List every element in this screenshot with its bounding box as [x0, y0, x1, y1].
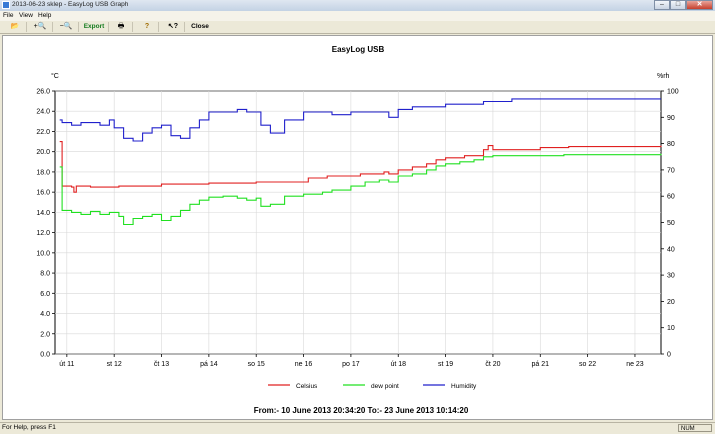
left-tick-label: 26.0	[36, 89, 50, 96]
zoom-out-button[interactable]: −🔍	[54, 22, 79, 32]
left-tick-label: 20.0	[36, 149, 50, 156]
right-tick-label: 80	[667, 141, 675, 148]
menu-help[interactable]: Help	[38, 12, 52, 19]
window-title: 2013-06-23 sklep - EasyLog USB Graph	[12, 1, 129, 8]
right-tick-label: 40	[667, 246, 675, 253]
print-button[interactable]: 🖶	[110, 22, 133, 32]
status-help-text: For Help, press F1	[2, 424, 56, 431]
whats-this-button[interactable]: ↖?	[162, 22, 185, 32]
right-tick-label: 10	[667, 325, 675, 332]
left-tick-label: 8.0	[40, 271, 50, 278]
context-help-icon: ↖?	[167, 23, 179, 30]
left-tick-label: 0.0	[40, 352, 50, 359]
zoom-out-icon: −🔍	[59, 23, 73, 30]
x-tick-label: út 11	[59, 361, 74, 368]
legend-label: Celsius	[296, 383, 318, 390]
printer-icon: 🖶	[117, 23, 125, 30]
help-icon: ?	[144, 23, 150, 30]
series-line-humidity	[59, 98, 661, 142]
chart: EasyLog USB 0.0 2.0 4.0 6.0 8.0 10.0 12.0 14.0 1…	[36, 45, 678, 415]
right-tick-label: 90	[667, 115, 675, 122]
close-window-button[interactable]: ✕	[686, 0, 713, 10]
open-button[interactable]: 📂	[4, 22, 27, 32]
left-tick-label: 6.0	[40, 291, 50, 298]
help-button[interactable]: ?	[136, 22, 159, 32]
right-tick-label: 60	[667, 194, 675, 201]
left-tick-label: 22.0	[36, 129, 50, 136]
export-button[interactable]: Export	[80, 22, 109, 32]
left-tick-label: 24.0	[36, 109, 50, 116]
axis-ticks: 0.0 2.0 4.0 6.0 8.0 10.0 12.0 14.0 16.0 18.0 20.0 2…	[36, 89, 678, 369]
legend-label: dew point	[371, 383, 399, 390]
series-line-celsius	[59, 141, 662, 193]
menu-view[interactable]: View	[19, 12, 33, 19]
x-tick-label: út 18	[390, 361, 406, 368]
close-graph-button[interactable]: Close	[191, 23, 209, 30]
status-bar: For Help, press F1 NUM	[0, 422, 715, 434]
right-tick-label: 20	[667, 299, 675, 306]
plot-frame	[54, 90, 662, 355]
x-tick-label: pá 21	[532, 361, 550, 368]
x-tick-label: ne 16	[295, 361, 313, 368]
zoom-in-icon: +🔍	[33, 23, 47, 30]
legend: Celsius dew point Humidity	[268, 383, 477, 390]
right-tick-label: 100	[667, 89, 679, 96]
right-tick-label: 70	[667, 167, 675, 174]
series-lines	[59, 98, 662, 226]
grid	[55, 90, 661, 355]
legend-label: Humidity	[451, 383, 477, 390]
left-axis-unit: °C	[51, 72, 59, 80]
x-tick-label: st 19	[438, 361, 453, 368]
right-tick-label: 50	[667, 220, 675, 227]
chart-title: EasyLog USB	[332, 45, 385, 54]
series-line-dew-point	[59, 153, 662, 226]
left-tick-label: 14.0	[36, 210, 50, 217]
x-tick-label: pá 14	[200, 361, 218, 368]
left-tick-label: 16.0	[36, 190, 50, 197]
left-tick-label: 4.0	[40, 311, 50, 318]
x-tick-label: ne 23	[626, 361, 644, 368]
left-tick-label: 2.0	[40, 331, 50, 338]
x-tick-label: čt 20	[485, 361, 500, 368]
menu-bar: File View Help	[0, 11, 715, 21]
x-tick-label: čt 13	[154, 361, 169, 368]
x-tick-label: so 22	[579, 361, 596, 368]
left-tick-label: 10.0	[36, 250, 50, 257]
maximize-button[interactable]: □	[670, 0, 686, 10]
right-tick-label: 30	[667, 273, 675, 280]
num-lock-indicator: NUM	[678, 424, 712, 432]
date-range-text: From:- 10 June 2013 20:34:20 To:- 23 Jun…	[254, 406, 469, 415]
folder-open-icon: 📂	[10, 23, 20, 30]
graph-panel: EasyLog USB 0.0 2.0 4.0 6.0 8.0 10.0 12.0 14.0 1…	[2, 35, 713, 420]
left-tick-label: 12.0	[36, 230, 50, 237]
right-tick-label: 0	[667, 352, 671, 359]
toolbar: 📂 +🔍 −🔍 Export 🖶 ? ↖? Close	[0, 21, 715, 34]
zoom-in-button[interactable]: +🔍	[28, 22, 53, 32]
x-tick-label: po 17	[342, 361, 360, 368]
x-tick-label: so 15	[248, 361, 265, 368]
left-tick-label: 18.0	[36, 169, 50, 176]
app-icon	[2, 1, 10, 9]
menu-file[interactable]: File	[3, 12, 14, 19]
right-axis-unit: %rh	[657, 73, 670, 80]
minimize-button[interactable]: –	[654, 0, 670, 10]
x-tick-label: st 12	[107, 361, 122, 368]
